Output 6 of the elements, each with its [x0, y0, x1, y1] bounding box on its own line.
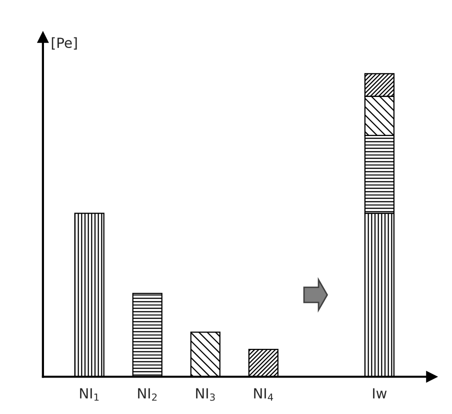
x-tick-label: NI$_{1}$ — [80, 388, 99, 401]
y-axis-title: [Pe] — [52, 37, 77, 50]
x-tick-label: Iw — [373, 388, 387, 398]
x-tick-label: NI$_{2}$ — [138, 388, 157, 401]
x-tick-label: NI$_{4}$ — [254, 388, 274, 401]
x-tick-label: NI$_{3}$ — [196, 388, 215, 401]
